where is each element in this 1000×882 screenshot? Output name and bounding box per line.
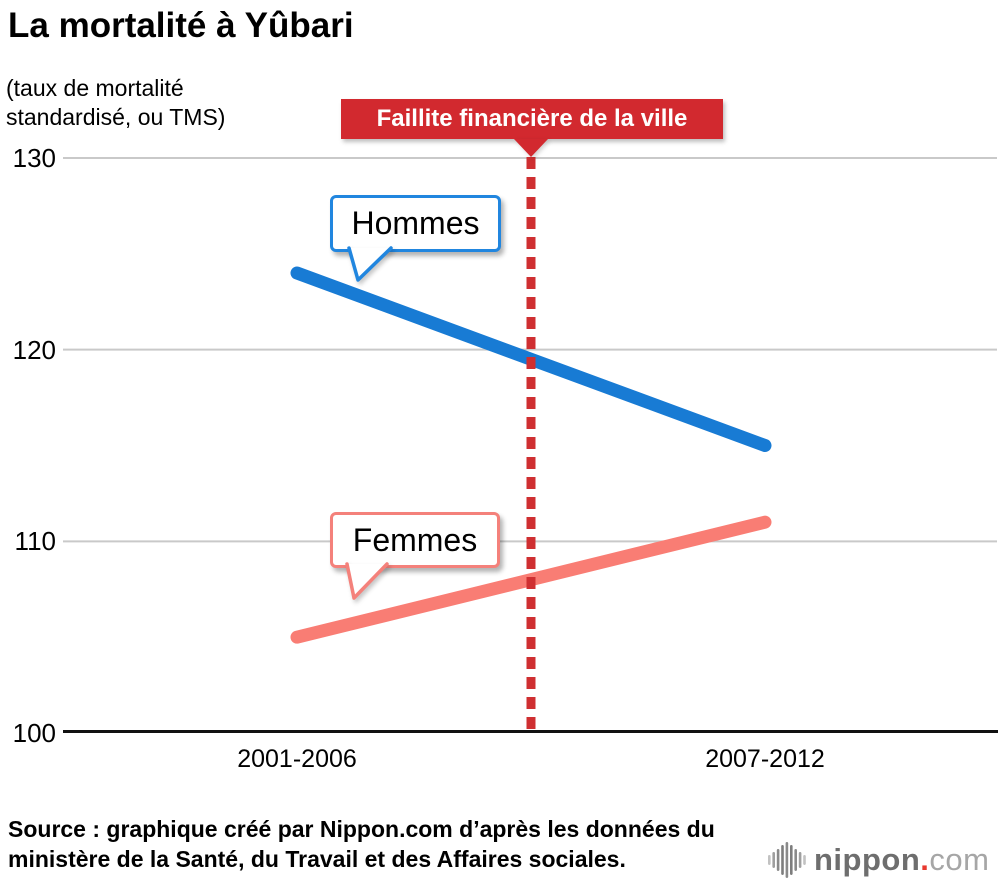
bankruptcy-annotation-banner: Faillite financière de la ville <box>341 99 723 139</box>
source-line1: Source : graphique créé par Nippon.com d… <box>8 816 715 842</box>
y-tick-label-120: 120 <box>12 334 56 365</box>
logo-bar <box>781 845 784 875</box>
logo-bar <box>785 842 789 878</box>
femmes-label-text: Femmes <box>352 522 478 558</box>
logo-bar <box>776 849 780 871</box>
logo-text-nippon: nippon <box>814 842 921 877</box>
source-attribution: Source : graphique créé par Nippon.com d… <box>8 814 748 874</box>
logo-bar <box>798 852 802 868</box>
logo-red-dot: . <box>920 842 930 877</box>
series-label-hommes: Hommes <box>330 195 501 282</box>
subtitle-line1: (taux de mortalité <box>6 75 184 101</box>
logo-bar <box>803 855 806 865</box>
hommes-label-text: Hommes <box>351 205 480 241</box>
hommes-callout-tail <box>347 246 393 282</box>
nippon-com-logo: nippon.com <box>766 840 996 880</box>
logo-bar <box>768 855 771 865</box>
page-title: La mortalité à Yûbari <box>8 6 354 45</box>
logo-text-com: com <box>929 842 990 877</box>
y-axis-unit-label: (taux de mortalité standardisé, ou TMS) <box>6 74 225 132</box>
soundwave-bars-icon <box>768 842 806 878</box>
banner-pointer-triangle <box>514 139 548 157</box>
source-line2: ministère de la Santé, du Travail et des… <box>8 846 626 872</box>
y-tick-label-130: 130 <box>12 143 56 173</box>
logo-wordmark: nippon.com <box>814 842 990 878</box>
subtitle-line2: standardisé, ou TMS) <box>6 104 226 130</box>
logo-bar <box>772 852 775 868</box>
series-label-femmes: Femmes <box>330 512 500 600</box>
x-tick-label-2007-2012: 2007-2012 <box>705 745 825 773</box>
y-tick-label-100: 100 <box>12 718 56 748</box>
logo-bar <box>790 845 793 875</box>
femmes-callout-tail <box>345 562 389 600</box>
x-tick-label-2001-2006: 2001-2006 <box>237 745 357 773</box>
y-tick-label-110: 110 <box>14 526 56 557</box>
logo-bar <box>794 849 797 871</box>
